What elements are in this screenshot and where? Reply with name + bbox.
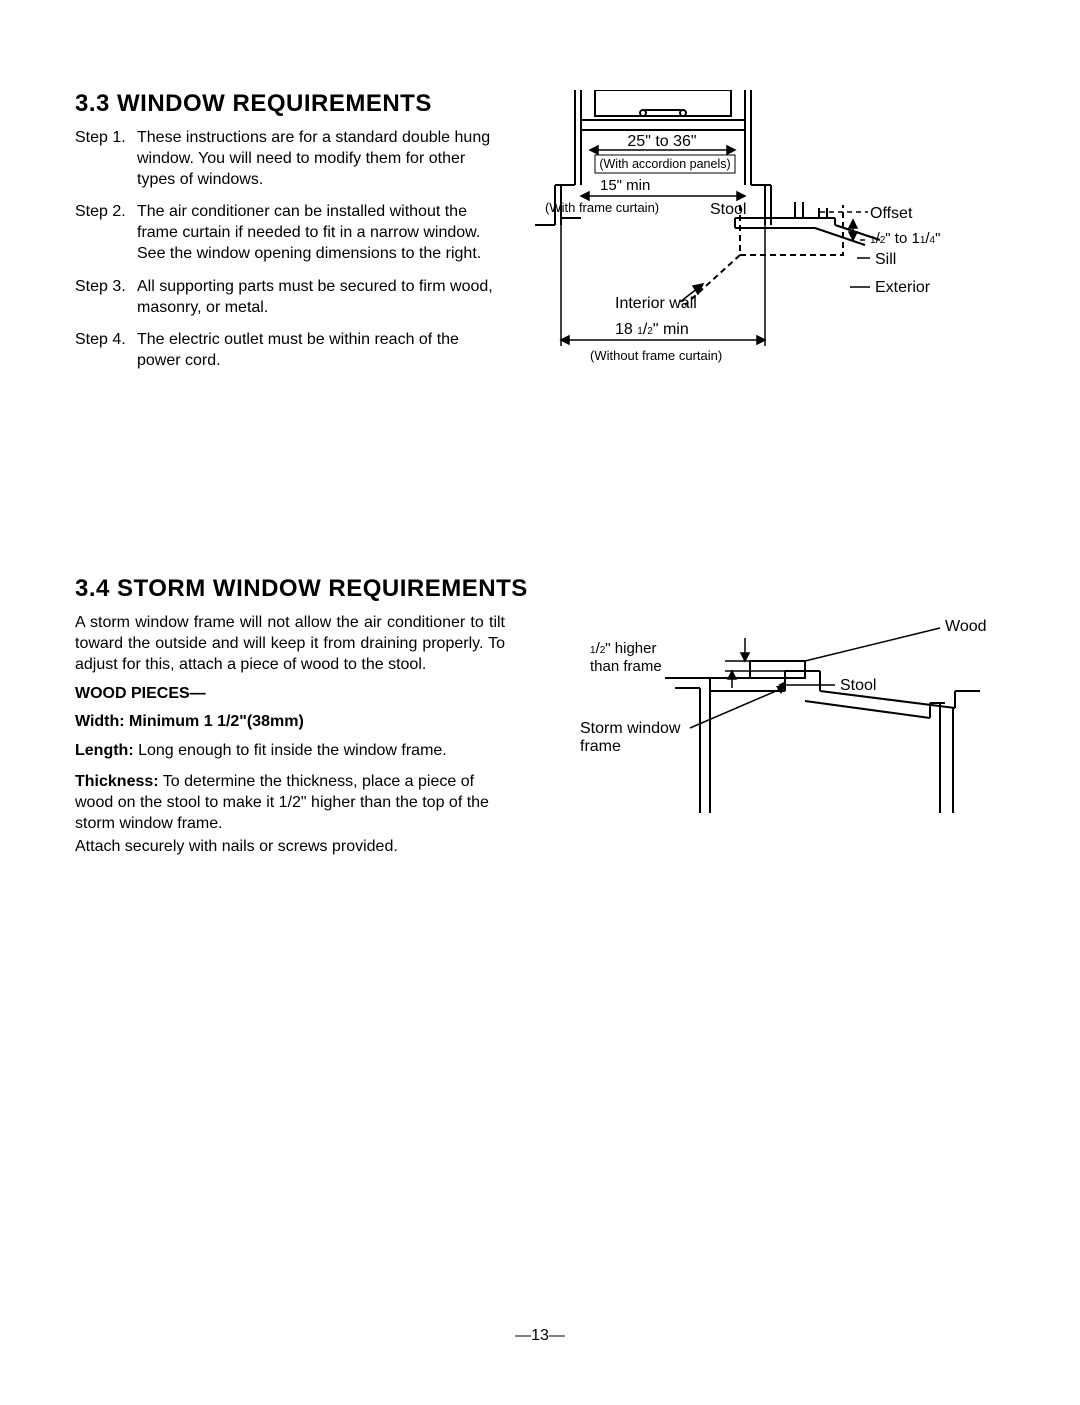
step-2-label: Step 2. (75, 202, 137, 264)
thickness-label: Thickness: (75, 773, 159, 790)
dim-without-note: (Without frame curtain) (590, 348, 722, 363)
length-line: Length: Long enough to fit inside the wi… (75, 741, 505, 762)
label-storm-1: Storm window (580, 720, 681, 737)
length-text: Long enough to fit inside the window fra… (134, 742, 447, 759)
step-3-label: Step 3. (75, 277, 137, 319)
dim-curtain-note: (With frame curtain) (545, 200, 659, 215)
label-sill: Sill (875, 251, 896, 268)
step-4-text: The electric outlet must be within reach… (137, 330, 505, 372)
steps-list: Step 1. These instructions are for a sta… (75, 128, 505, 372)
label-interior: Interior wall (615, 295, 697, 312)
step-1-text: These instructions are for a standard do… (137, 128, 505, 190)
step-1: Step 1. These instructions are for a sta… (75, 128, 505, 190)
storm-intro: A storm window frame will not allow the … (75, 613, 505, 675)
step-2-text: The air conditioner can be installed wit… (137, 202, 505, 264)
step-1-label: Step 1. (75, 128, 137, 190)
section-3-4-diagram: 1/2" higher than frame Wood Stool Storm … (535, 613, 1005, 867)
step-2: Step 2. The air conditioner can be insta… (75, 202, 505, 264)
section-3-4-text: A storm window frame will not allow the … (75, 613, 505, 867)
step-4: Step 4. The electric outlet must be with… (75, 330, 505, 372)
wood-pieces-label: WOOD PIECES— (75, 685, 505, 703)
section-3-4: A storm window frame will not allow the … (75, 613, 1005, 867)
length-label: Length: (75, 742, 134, 759)
label-wood: Wood (945, 618, 987, 635)
section-3-3-diagram: 25" to 36" (With accordion panels) 15" m… (535, 90, 1005, 405)
label-exterior: Exterior (875, 279, 931, 296)
label-higher-2: than frame (590, 658, 662, 675)
width-line: Width: Minimum 1 1/2"(38mm) (75, 713, 505, 731)
section-3-3: 3.3 WINDOW REQUIREMENTS Step 1. These in… (75, 90, 1005, 405)
step-3-text: All supporting parts must be secured to … (137, 277, 505, 319)
spacer (75, 405, 1005, 575)
label-higher-1: 1/2" higher (590, 640, 657, 657)
section-3-3-text: 3.3 WINDOW REQUIREMENTS Step 1. These in… (75, 90, 505, 405)
label-storm-2: frame (580, 738, 621, 755)
dim-offset: 1/2" to 11/4" (870, 230, 940, 247)
attach-line: Attach securely with nails or screws pro… (75, 837, 505, 858)
page: 3.3 WINDOW REQUIREMENTS Step 1. These in… (0, 0, 1080, 1405)
label-stool: Stool (710, 201, 746, 218)
label-stool-34: Stool (840, 677, 876, 694)
dim-accordion-note: (With accordion panels) (599, 157, 730, 171)
storm-diagram-svg: 1/2" higher than frame Wood Stool Storm … (535, 613, 1005, 833)
label-offset: Offset (870, 205, 913, 222)
dim-without: 18 1/2" min (615, 321, 689, 338)
section-3-4-title: 3.4 STORM WINDOW REQUIREMENTS (75, 575, 1005, 603)
window-diagram-svg: 25" to 36" (With accordion panels) 15" m… (535, 90, 1005, 400)
dim-curtain: 15" min (600, 177, 650, 194)
dim-accordion: 25" to 36" (627, 133, 696, 150)
step-4-label: Step 4. (75, 330, 137, 372)
page-number: —13— (0, 1327, 1080, 1345)
step-3: Step 3. All supporting parts must be sec… (75, 277, 505, 319)
section-3-3-title: 3.3 WINDOW REQUIREMENTS (75, 90, 505, 118)
thickness-line: Thickness: To determine the thickness, p… (75, 772, 505, 834)
